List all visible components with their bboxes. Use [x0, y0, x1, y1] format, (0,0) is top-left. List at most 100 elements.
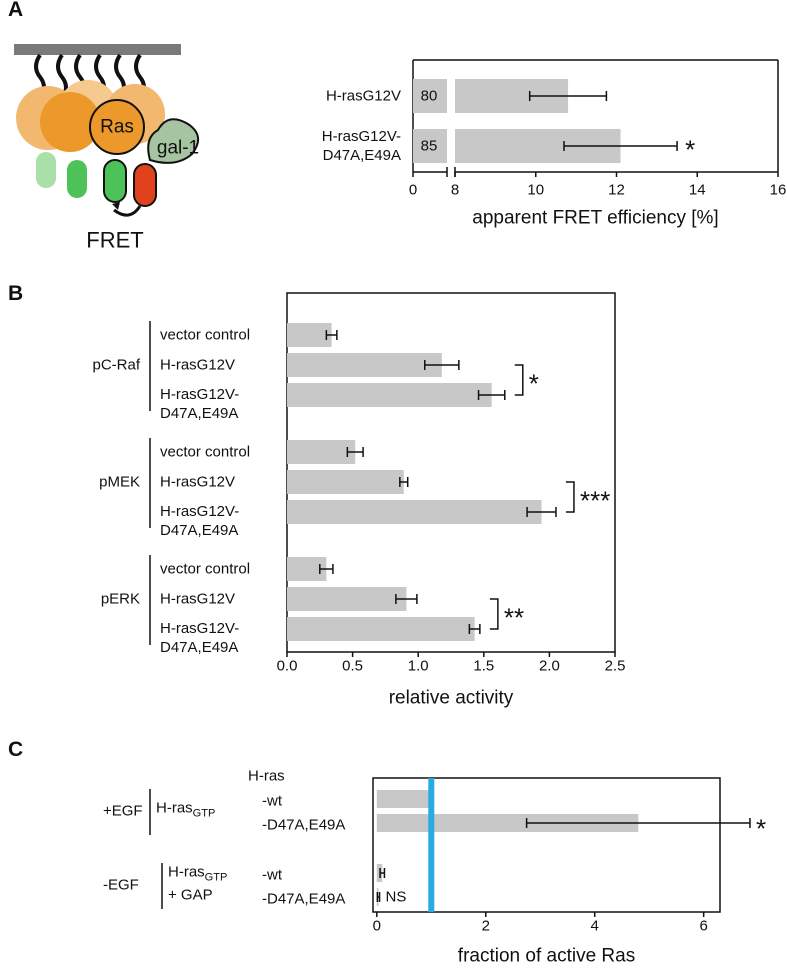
- bar-label: 80: [420, 87, 438, 105]
- significance-bracket: [565, 481, 575, 513]
- arrow-head: [112, 202, 120, 210]
- acceptor: [133, 163, 157, 207]
- error-bar: [325, 330, 338, 340]
- category-label: H-rasG12V: [160, 356, 236, 374]
- fluorophore: [36, 152, 56, 188]
- category-label: -D47A,E49A: [262, 816, 346, 834]
- x-tick-label: 0: [408, 181, 418, 199]
- galectin: [147, 118, 199, 164]
- column-header: H-ras: [248, 767, 285, 785]
- x-tick-label: 4: [590, 917, 599, 935]
- category-label: H-rasG12V: [160, 473, 236, 491]
- group-label: +EGF: [103, 802, 143, 820]
- error-bar: [525, 818, 751, 828]
- bar: [287, 470, 404, 494]
- category-label: vector control: [160, 443, 251, 461]
- significance: ***: [579, 485, 611, 516]
- significance-bracket: [489, 598, 499, 630]
- significance: *: [685, 134, 696, 165]
- group-label: pMEK: [99, 473, 140, 491]
- x-axis-label: fraction of active Ras: [457, 945, 636, 967]
- x-tick-label: 12: [608, 181, 625, 199]
- x-tick-label: 16: [769, 181, 787, 199]
- x-tick-label: 2: [481, 917, 490, 935]
- category-label: vector control: [160, 326, 251, 344]
- x-tick-label: 0: [372, 917, 381, 935]
- category-label: H-rasG12V: [325, 87, 401, 105]
- bar-label: 85: [420, 137, 438, 155]
- significance-bracket: [514, 364, 524, 396]
- x-axis-label: apparent FRET efficiency [%]: [472, 207, 719, 229]
- error-bar: [468, 624, 481, 634]
- x-tick-label: 1.0: [407, 657, 429, 675]
- x-tick-label: 2.0: [538, 657, 560, 675]
- x-tick-label: 1.5: [473, 657, 495, 675]
- x-tick-label: 0.0: [276, 657, 298, 675]
- condition-label: H-rasGTP: [156, 799, 216, 820]
- category-label: H-rasG12V- D47A,E49A: [160, 620, 240, 656]
- panel-label: B: [8, 282, 24, 305]
- condition-sub: GTP: [192, 807, 216, 820]
- group-label: pERK: [100, 590, 140, 608]
- error-bar: [395, 594, 418, 604]
- condition-extra: + GAP: [168, 886, 213, 904]
- category-label: H-rasG12V- D47A,E49A: [321, 128, 401, 164]
- donor: [103, 159, 127, 203]
- ras-label: Ras: [100, 116, 134, 138]
- error-bar: [424, 360, 460, 370]
- x-tick-label: 6: [699, 917, 708, 935]
- group-label: pC-Raf: [92, 356, 140, 374]
- category-label: -wt: [262, 792, 282, 810]
- bar: [413, 79, 569, 113]
- gal-label: gal-1: [156, 137, 200, 159]
- membrane: [14, 44, 181, 55]
- category-label: H-rasG12V- D47A,E49A: [160, 503, 240, 539]
- fret-label: FRET: [86, 227, 144, 253]
- anchors: [34, 53, 146, 101]
- x-axis-label: relative activity: [388, 687, 514, 709]
- x-tick-label: 0.5: [342, 657, 364, 675]
- error-bar: [528, 91, 608, 101]
- frame: [372, 777, 721, 913]
- fret-arrow: [113, 205, 142, 217]
- x-tick-label: 14: [688, 181, 706, 199]
- error-bar: [399, 477, 409, 487]
- bar: [413, 129, 621, 163]
- condition-sub: GTP: [204, 871, 228, 884]
- category-label: H-rasG12V- D47A,E49A: [160, 386, 240, 422]
- bar: [287, 500, 542, 524]
- error-bar: [379, 868, 386, 878]
- ras-circle: [89, 99, 145, 155]
- bar: [376, 814, 639, 832]
- bar: [287, 383, 492, 407]
- bar: [287, 323, 332, 347]
- significance: NS: [385, 888, 407, 906]
- error-bar: [563, 141, 678, 151]
- category-label: vector control: [160, 560, 251, 578]
- significance: *: [528, 368, 539, 399]
- error-bar: [477, 390, 506, 400]
- panel-label: A: [8, 0, 24, 21]
- x-tick-label: 2.5: [604, 657, 626, 675]
- fret-diagram: [14, 44, 199, 217]
- ras-shape: [40, 92, 100, 152]
- x-tick-label: 8: [450, 181, 460, 199]
- bar: [287, 353, 442, 377]
- panel-label: C: [8, 738, 24, 761]
- significance: **: [503, 602, 525, 633]
- fluorophore: [67, 160, 87, 198]
- error-bar: [526, 507, 557, 517]
- error-bar: [346, 447, 364, 457]
- category-label: H-rasG12V: [160, 590, 236, 608]
- category-label: -D47A,E49A: [262, 890, 346, 908]
- condition-label: H-rasGTP: [168, 863, 228, 884]
- group-label: -EGF: [103, 876, 139, 894]
- bar: [376, 790, 432, 808]
- category-label: -wt: [262, 866, 282, 884]
- error-bar: [376, 892, 381, 902]
- bar: [287, 440, 356, 464]
- error-bar: [319, 564, 334, 574]
- bar: [287, 617, 475, 641]
